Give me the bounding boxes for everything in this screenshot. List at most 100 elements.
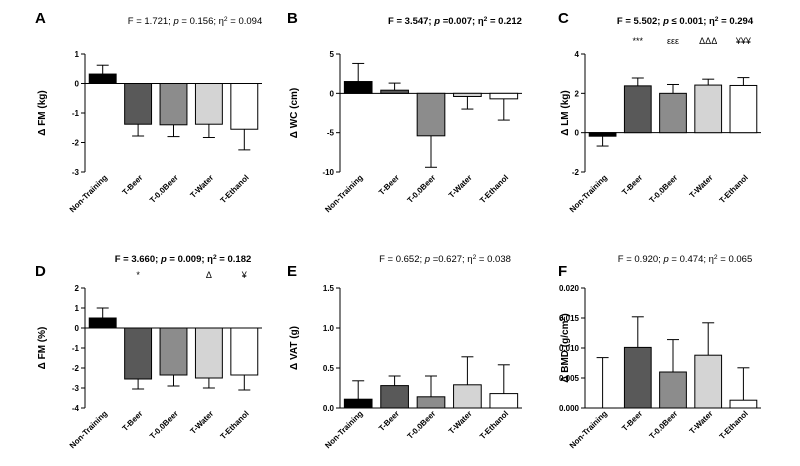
y-axis-label: Δ FM (kg) <box>37 90 48 136</box>
x-tick-label: T-Water <box>188 409 215 436</box>
bar <box>489 92 519 100</box>
bar <box>343 81 373 94</box>
y-tick-label: -3 <box>72 384 80 393</box>
bar <box>124 327 153 380</box>
y-tick-label: -2 <box>72 139 80 148</box>
bar <box>88 73 117 84</box>
y-tick-label: 0.020 <box>559 284 580 293</box>
x-tick-label: T-Water <box>447 409 474 436</box>
y-tick-label: 0.5 <box>323 364 335 373</box>
significance-mark: Δ <box>206 270 212 280</box>
bar <box>453 92 482 97</box>
y-tick-label: 4 <box>575 50 580 59</box>
x-tick-label: T-Beer <box>121 173 145 197</box>
bar <box>88 317 117 329</box>
y-tick-label: 0 <box>575 129 580 138</box>
bar <box>416 396 446 409</box>
significance-mark: * <box>136 270 140 280</box>
bar <box>416 92 446 137</box>
bar <box>659 92 687 134</box>
x-tick-label: T-Water <box>688 173 715 200</box>
bar <box>729 84 758 134</box>
x-tick-label: T-Ethanol <box>718 173 750 205</box>
y-tick-label: 0 <box>75 324 80 333</box>
x-tick-label: T-0.0Beer <box>648 409 680 441</box>
y-tick-label: 2 <box>575 89 580 98</box>
significance-mark: ¥¥¥ <box>735 36 752 46</box>
significance-mark: *** <box>633 36 644 46</box>
y-tick-label: -1 <box>72 109 80 118</box>
bar <box>230 83 259 130</box>
significance-mark: ΔΔΔ <box>699 36 717 46</box>
y-axis-label: Δ BMD (g/cm2) <box>560 313 572 382</box>
y-tick-label: 2 <box>75 284 80 293</box>
y-tick-label: 1.5 <box>323 284 335 293</box>
y-tick-label: 0 <box>75 80 80 89</box>
x-tick-label: Non-Training <box>568 409 609 450</box>
x-tick-label: T-Beer <box>377 409 401 433</box>
y-tick-label: 1.0 <box>323 324 335 333</box>
y-axis-label: Δ LM (kg) <box>560 90 571 136</box>
y-tick-label: 0.000 <box>559 404 580 413</box>
panel-letter: E <box>287 263 297 280</box>
x-tick-label: Non-Training <box>568 173 609 214</box>
y-tick-label: 0.010 <box>559 344 580 353</box>
x-tick-label: T-0.0Beer <box>148 409 180 441</box>
y-axis-label: Δ VAT (g) <box>289 326 300 370</box>
bar <box>659 371 687 409</box>
y-tick-label: 1 <box>75 304 80 313</box>
y-tick-label: 0.005 <box>559 374 580 383</box>
significance-mark: ¥ <box>241 270 248 280</box>
x-tick-label: T-Ethanol <box>718 409 750 441</box>
bar <box>453 384 482 409</box>
panel-letter: D <box>35 263 46 280</box>
y-tick-label: 5 <box>330 50 335 59</box>
x-tick-label: T-Beer <box>620 409 644 433</box>
stat-text: F = 0.652; p =0.627; η2 = 0.038 <box>379 254 511 266</box>
y-axis-label: Δ FM (%) <box>37 327 48 370</box>
bar <box>588 132 617 137</box>
y-tick-label: 0.015 <box>559 314 580 323</box>
y-tick-label: -2 <box>72 364 80 373</box>
bar <box>159 327 188 376</box>
x-tick-label: T-0.0Beer <box>148 173 180 205</box>
bar <box>380 385 409 409</box>
x-tick-label: T-0.0Beer <box>406 173 438 205</box>
bar <box>159 83 188 126</box>
panel-e: E F = 0.652; p =0.627; η2 = 0.038 Δ VAT (g… <box>287 254 522 450</box>
bar <box>694 354 723 409</box>
bar <box>623 346 652 409</box>
bar <box>194 327 223 379</box>
x-tick-label: T-Ethanol <box>219 409 251 441</box>
significance-mark: εεε <box>667 36 679 46</box>
x-tick-label: Non-Training <box>323 409 364 450</box>
y-axis-label: Δ WC (cm) <box>289 88 300 139</box>
bar <box>694 84 723 134</box>
x-tick-label: Non-Training <box>323 173 364 214</box>
x-tick-label: Non-Training <box>68 173 109 214</box>
x-tick-label: T-Beer <box>121 409 145 433</box>
stat-text: F = 0.920; p = 0.474; η2 = 0.065 <box>618 254 752 266</box>
x-tick-label: T-0.0Beer <box>406 409 438 441</box>
y-tick-label: -2 <box>572 168 580 177</box>
x-tick-label: T-Water <box>188 173 215 200</box>
bar <box>230 327 259 376</box>
panel-a: A F = 1.721; p = 0.156; η2 = 0.094 Δ FM (k… <box>35 10 262 214</box>
panel-f: F F = 0.920; p = 0.474; η2 = 0.065 Δ BMD (… <box>558 254 761 450</box>
x-tick-label: T-Beer <box>377 173 401 197</box>
x-tick-label: T-Water <box>688 409 715 436</box>
panel-letter: C <box>558 10 569 27</box>
stat-text: F = 3.660; p = 0.009; η2 = 0.182 <box>115 254 252 266</box>
panel-d: D F = 3.660; p = 0.009; η2 = 0.182 Δ FM (%… <box>35 254 262 450</box>
panel-b: B F = 3.547; p =0.007; η2 = 0.212 Δ WC (cm… <box>287 10 522 214</box>
x-tick-label: T-Beer <box>620 173 644 197</box>
x-tick-label: T-Water <box>447 173 474 200</box>
y-tick-label: -1 <box>72 344 80 353</box>
x-tick-label: T-0.0Beer <box>648 173 680 205</box>
y-tick-label: 1 <box>75 50 80 59</box>
bar <box>343 398 373 409</box>
y-tick-label: -5 <box>327 129 335 138</box>
x-tick-label: T-Ethanol <box>478 409 510 441</box>
y-tick-label: 0 <box>330 89 335 98</box>
